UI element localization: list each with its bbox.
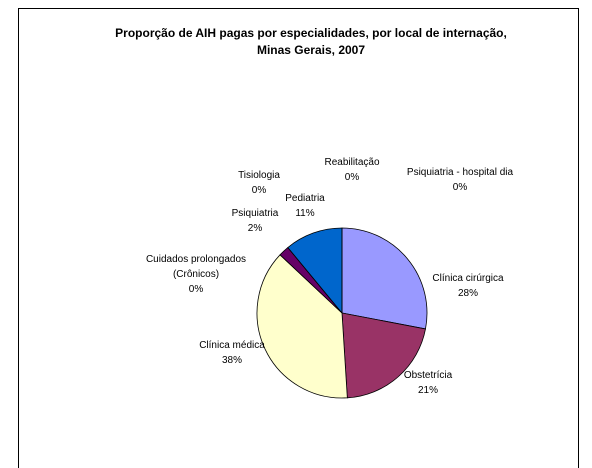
slice-value: 28% <box>457 288 478 299</box>
slice-name: Pediatria <box>285 193 325 204</box>
slice-label: Clínica médica 38% <box>152 338 312 368</box>
slice-name: Cuidados prolongados (Crônicos) <box>145 254 247 280</box>
slice-name: Clínica cirúrgica <box>432 273 504 284</box>
slice-name: Clínica médica <box>199 340 265 351</box>
slice-value: 38% <box>221 355 242 366</box>
slice-name: Obstetrícia <box>403 370 453 381</box>
slice-name: Reabilitação <box>324 157 380 168</box>
slice-label: Psiquiatria 2% <box>175 206 335 236</box>
slice-label: Cuidados prolongados (Crônicos) 0% <box>141 252 251 297</box>
slice-value: 0% <box>188 284 204 295</box>
slice-label: Psiquiatria - hospital dia 0% <box>360 165 560 195</box>
slice-value: 0% <box>251 185 267 196</box>
slice-name: Tisiologia <box>238 170 280 181</box>
slice-value: 0% <box>452 182 468 193</box>
slice-label: Clínica cirúrgica 28% <box>388 271 548 301</box>
pie-slice <box>256 254 348 399</box>
slice-label: Tisiologia 0% <box>179 168 339 198</box>
slice-label: Obstetrícia 21% <box>348 368 508 398</box>
chart-title: Proporção de AIH pagas por especialidade… <box>115 26 507 57</box>
pie-slice <box>341 312 426 399</box>
slice-label: Pediatria 11% <box>225 191 385 221</box>
chart-frame <box>18 8 579 468</box>
slice-value: 2% <box>247 223 263 234</box>
slice-value: 0% <box>344 172 360 183</box>
slice-label: Reabilitação 0% <box>272 155 432 185</box>
pie-slice <box>341 227 428 330</box>
slice-value: 21% <box>417 385 438 396</box>
slice-name: Psiquiatria <box>231 208 279 219</box>
slice-value: 11% <box>295 208 315 219</box>
slice-name: Psiquiatria - hospital dia <box>406 167 514 178</box>
